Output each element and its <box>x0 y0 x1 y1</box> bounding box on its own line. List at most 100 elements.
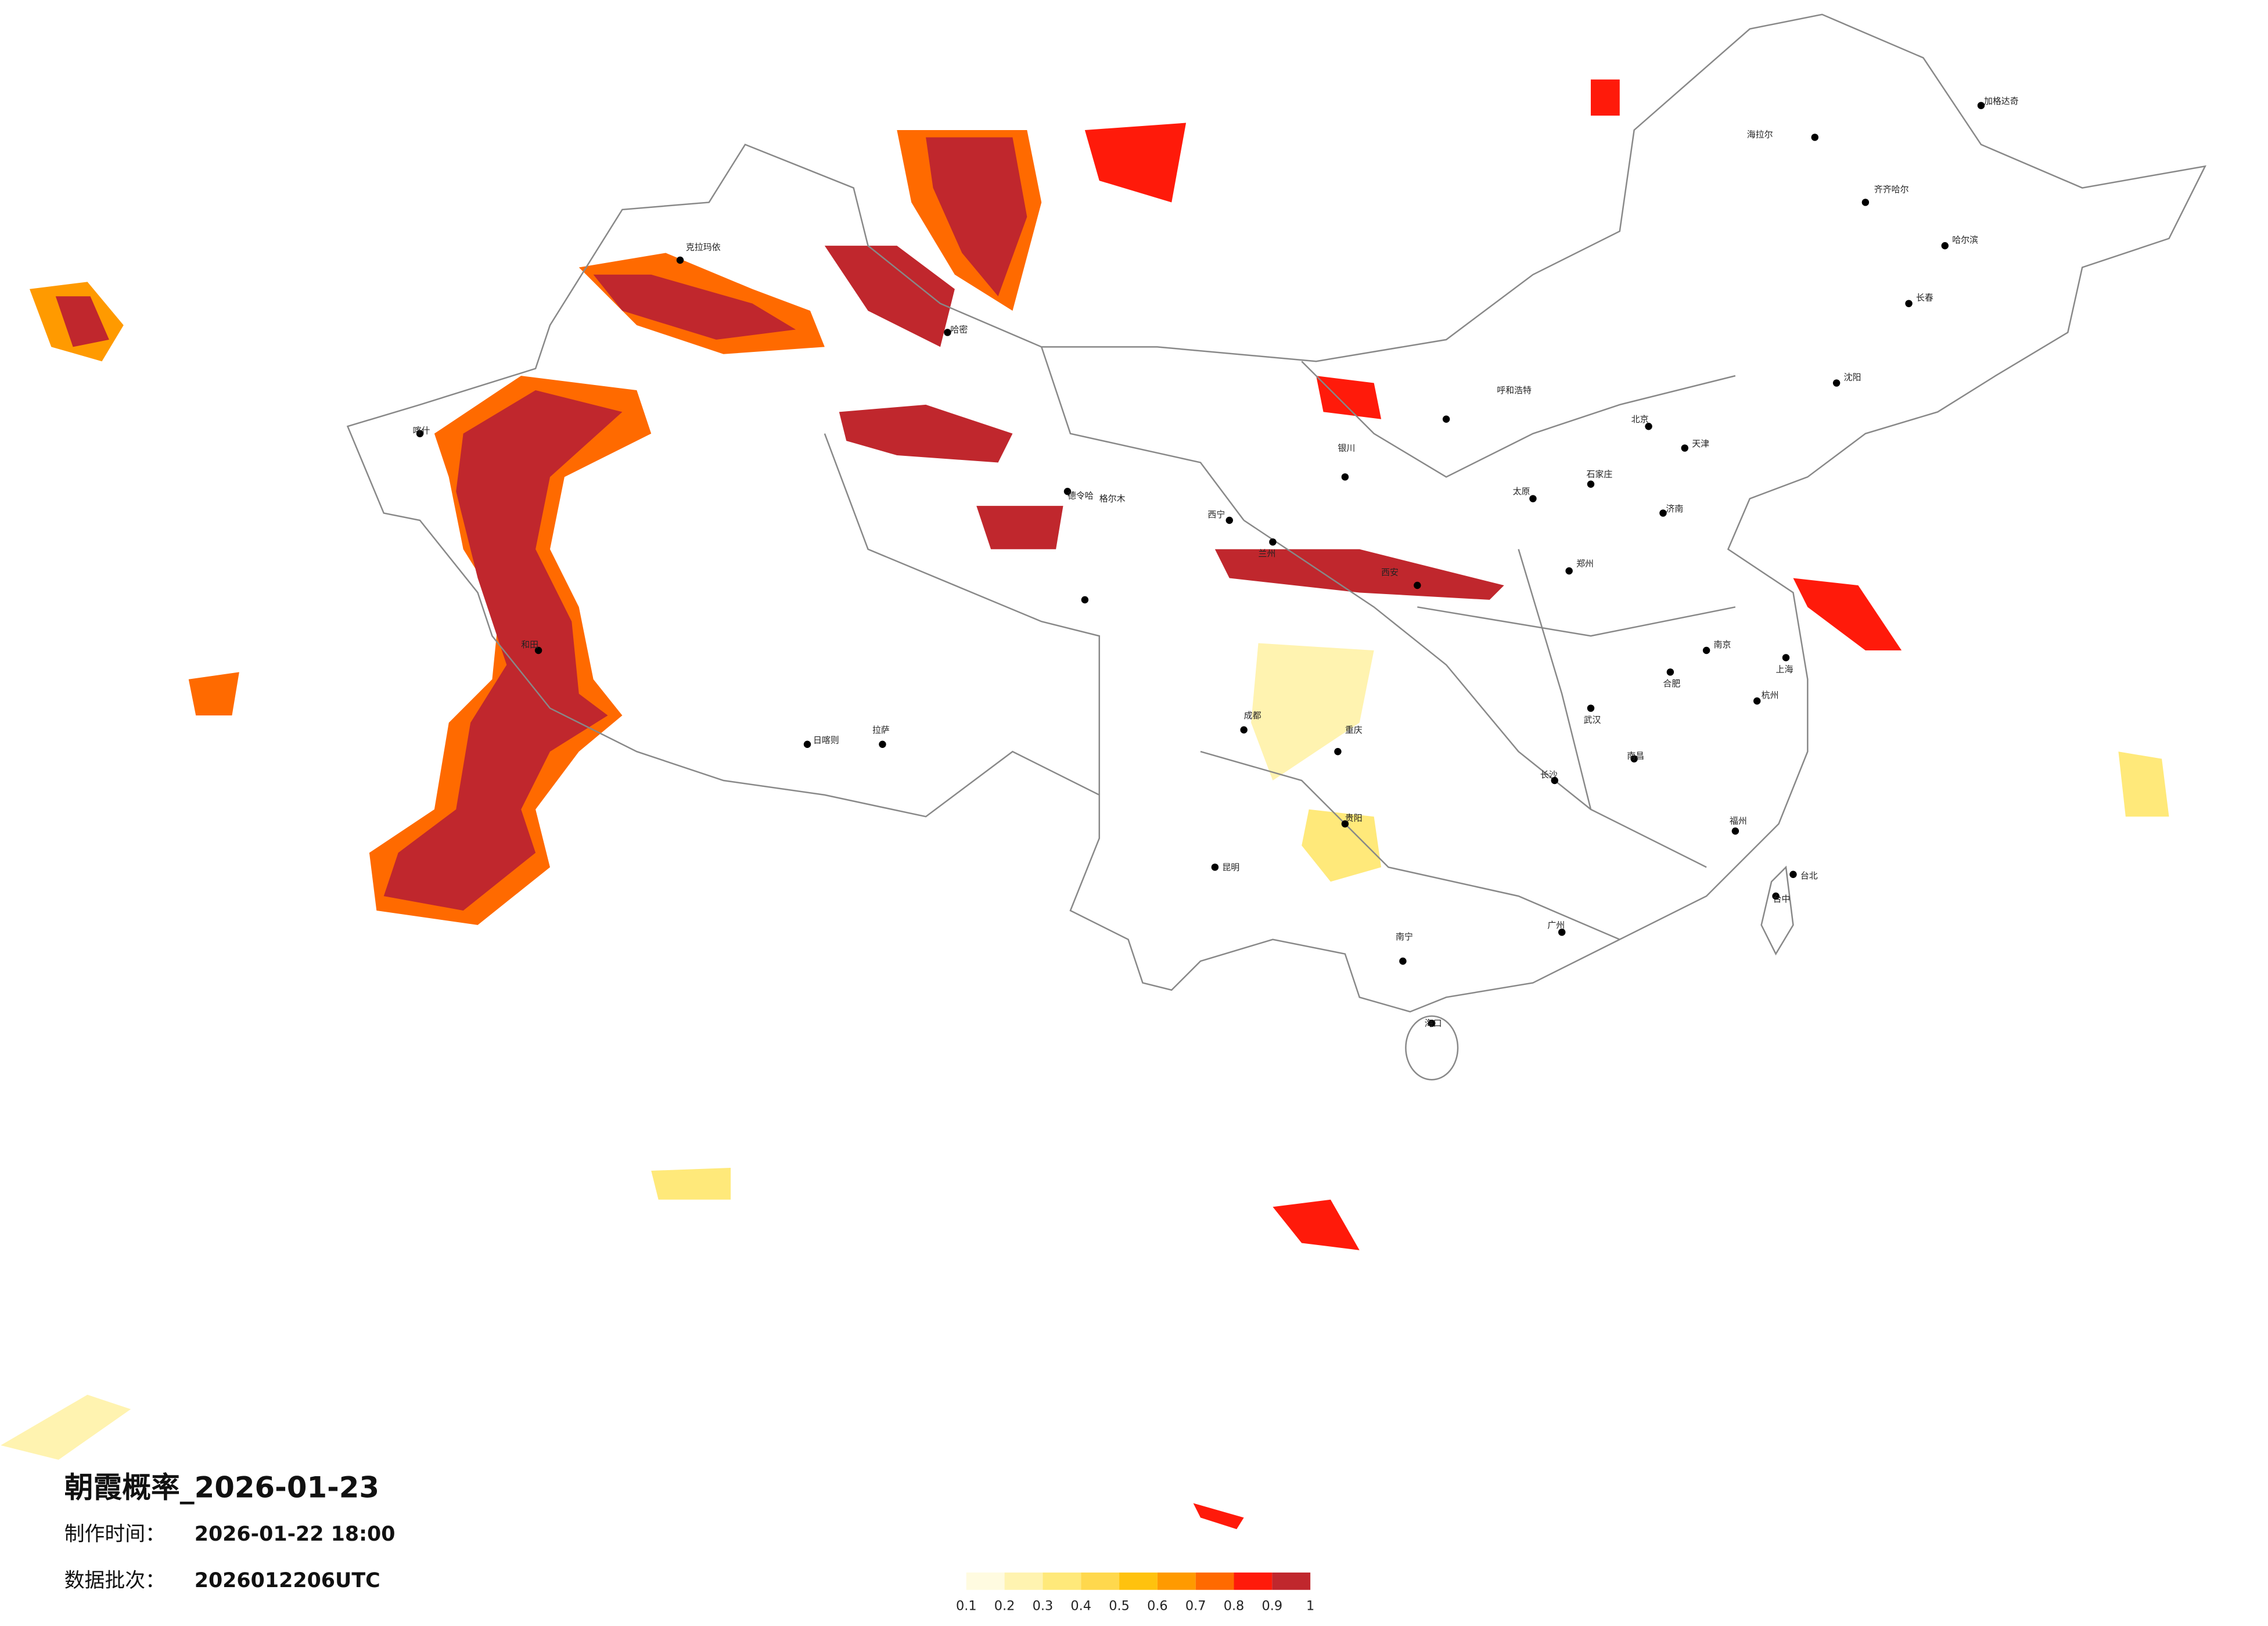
city-dot <box>1414 581 1421 589</box>
city-dot <box>1587 480 1595 488</box>
city-label: 喀什 <box>413 426 430 436</box>
colorbar-tick-label: 0.1 <box>956 1599 977 1614</box>
colorbar-swatch <box>1195 1572 1234 1590</box>
city-dot <box>1753 697 1761 705</box>
city-label: 台北 <box>1800 870 1818 881</box>
city-label: 西宁 <box>1207 509 1225 520</box>
city-dot <box>1977 102 1985 109</box>
city-label: 哈密 <box>950 324 968 334</box>
city-dot <box>1341 473 1349 481</box>
city-label: 北京 <box>1631 414 1649 425</box>
city-dot <box>1558 929 1566 936</box>
city-dot <box>1240 726 1248 734</box>
city-label: 银川 <box>1338 443 1355 454</box>
colorbar-swatch <box>1119 1572 1158 1590</box>
city-label: 沈阳 <box>1844 372 1861 383</box>
city-dot <box>1225 516 1233 524</box>
city-label: 南宁 <box>1396 931 1413 942</box>
city-dot <box>1211 864 1219 871</box>
title: 朝霞概率_2026-01-23 <box>64 1470 379 1504</box>
batch-label: 数据批次： <box>64 1569 166 1592</box>
city-label: 兰州 <box>1259 548 1276 559</box>
colorbar-tick-label: 0.7 <box>1185 1599 1206 1614</box>
city-dot <box>1630 755 1638 762</box>
colorbar-tick-label: 0.9 <box>1262 1599 1283 1614</box>
city-label: 和田 <box>521 639 538 650</box>
city-dot <box>1782 654 1790 661</box>
city-label: 齐齐哈尔 <box>1874 184 1909 195</box>
city-label: 拉萨 <box>872 725 890 735</box>
city-label: 济南 <box>1666 503 1683 514</box>
city-dot <box>1428 1019 1436 1027</box>
colorbar-tick-label: 0.8 <box>1224 1599 1245 1614</box>
city-dot <box>1789 870 1797 878</box>
city-dot <box>416 430 424 437</box>
city-dot <box>1666 668 1674 676</box>
city-label: 德令哈 <box>1067 491 1094 501</box>
colorbar-tick-label: 1 <box>1306 1599 1314 1614</box>
city-label: 成都 <box>1244 710 1261 721</box>
city-dot <box>1811 134 1818 141</box>
city-label: 南昌 <box>1627 751 1644 761</box>
city-label: 合肥 <box>1663 678 1680 689</box>
colorbar-swatch <box>1157 1572 1196 1590</box>
city-dot <box>1551 776 1558 785</box>
city-dot <box>1399 957 1407 965</box>
city-label: 郑州 <box>1576 559 1594 569</box>
city-label: 日喀则 <box>813 735 839 745</box>
city-dot <box>1941 242 1949 250</box>
made-time: 2026-01-22 18:00 <box>195 1523 396 1546</box>
city-label: 格尔木 <box>1099 494 1126 504</box>
city-label: 台中 <box>1773 894 1791 904</box>
city-dot <box>1269 538 1277 546</box>
city-label: 南京 <box>1714 639 1731 650</box>
colorbar-tick-label: 0.6 <box>1147 1599 1168 1614</box>
city-label: 海拉尔 <box>1747 129 1773 139</box>
city-label: 广州 <box>1547 920 1565 930</box>
city-dot <box>944 329 951 336</box>
city-label: 昆明 <box>1222 862 1239 872</box>
city-label: 加格达奇 <box>1984 96 2019 106</box>
city-dot <box>1681 444 1688 452</box>
city-dot <box>1334 748 1342 756</box>
colorbar: 0.1 0.2 0.3 0.4 0.5 0.6 0.7 0.8 0.9 1 <box>956 1572 1314 1614</box>
city-label: 上海 <box>1776 664 1793 674</box>
city-dot <box>803 740 811 748</box>
city-dot <box>1442 415 1450 423</box>
city-dot <box>1645 423 1652 430</box>
colorbar-swatch <box>966 1572 1005 1590</box>
made-label: 制作时间： <box>64 1523 166 1546</box>
boundaries <box>346 13 2206 1081</box>
city-dot <box>676 256 684 264</box>
city-label: 贵阳 <box>1345 813 1363 823</box>
cities: 加格达奇 海拉尔 齐齐哈尔 哈尔滨 长春 沈阳 北京 天津 石家庄 太原 呼和浩… <box>413 96 2019 1028</box>
city-dot <box>879 740 886 748</box>
city-label: 福州 <box>1730 816 1747 826</box>
city-label: 重庆 <box>1345 725 1363 735</box>
city-dot <box>1587 704 1595 712</box>
colorbar-swatch <box>1081 1572 1120 1590</box>
city-dot <box>1731 827 1739 835</box>
city-label: 哈尔滨 <box>1952 235 1978 245</box>
city-label: 长沙 <box>1540 769 1558 780</box>
colorbar-tick-label: 0.3 <box>1033 1599 1054 1614</box>
city-label: 天津 <box>1692 438 1709 449</box>
colorbar-tick-label: 0.5 <box>1109 1599 1130 1614</box>
batch: 2026012206UTC <box>195 1569 380 1592</box>
colorbar-swatch <box>1043 1572 1081 1590</box>
colorbar-swatch <box>1234 1572 1273 1590</box>
colorbar-tick-label: 0.2 <box>994 1599 1015 1614</box>
city-dot <box>1081 596 1089 604</box>
city-label: 海口 <box>1425 1018 1442 1028</box>
city-label: 呼和浩特 <box>1497 385 1532 395</box>
city-dot <box>1772 892 1780 900</box>
colorbar-tick-label: 0.4 <box>1070 1599 1091 1614</box>
colorbar-swatch <box>1004 1572 1043 1590</box>
city-dot <box>1861 199 1870 206</box>
city-label: 武汉 <box>1584 714 1601 725</box>
city-dot <box>1905 300 1913 307</box>
city-label: 西安 <box>1381 567 1399 578</box>
